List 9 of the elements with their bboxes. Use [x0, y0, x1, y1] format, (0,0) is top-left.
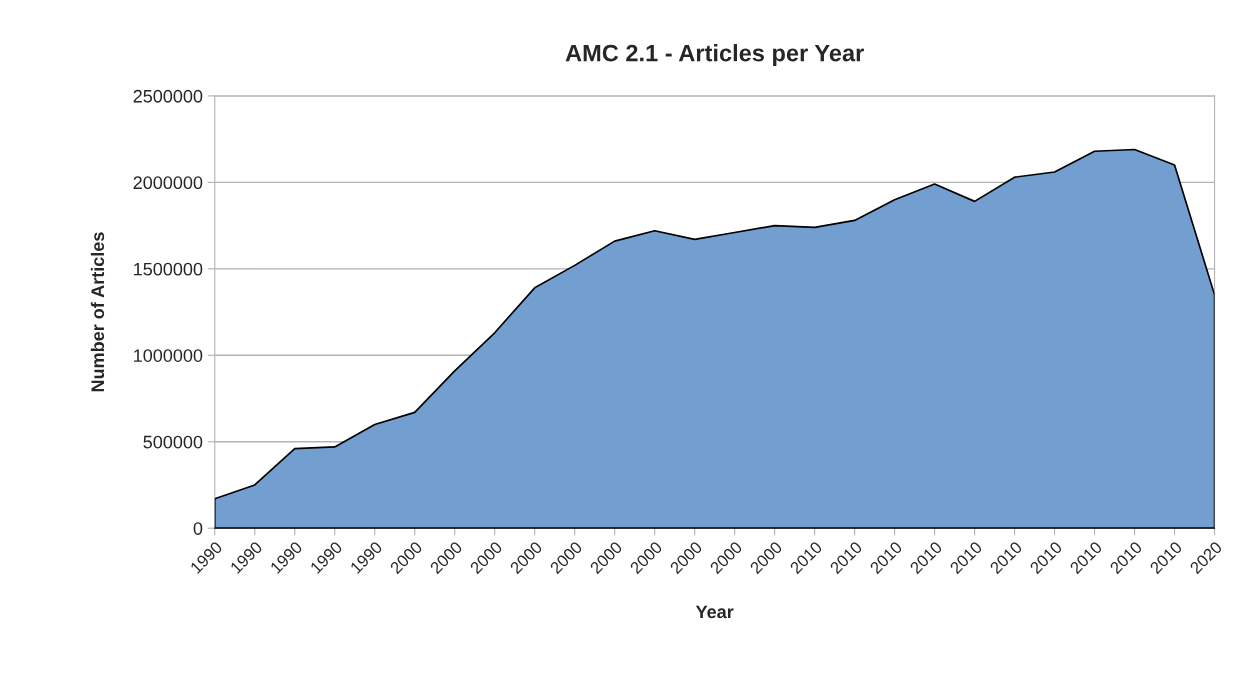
y-tick-label: 500000: [143, 435, 203, 449]
y-tick-label: 0: [193, 522, 203, 535]
y-tick-label: 1000000: [134, 349, 203, 362]
y-tick-label: 2500000: [133, 89, 203, 103]
y-tick-label: 1500000: [134, 262, 203, 276]
chart-title: AMC 2.1 - Articles per Year: [565, 44, 864, 67]
y-axis-title: Number of Articles: [90, 232, 105, 392]
x-axis-title: Year: [695, 605, 734, 619]
y-tick-label: 2000000: [133, 176, 203, 190]
